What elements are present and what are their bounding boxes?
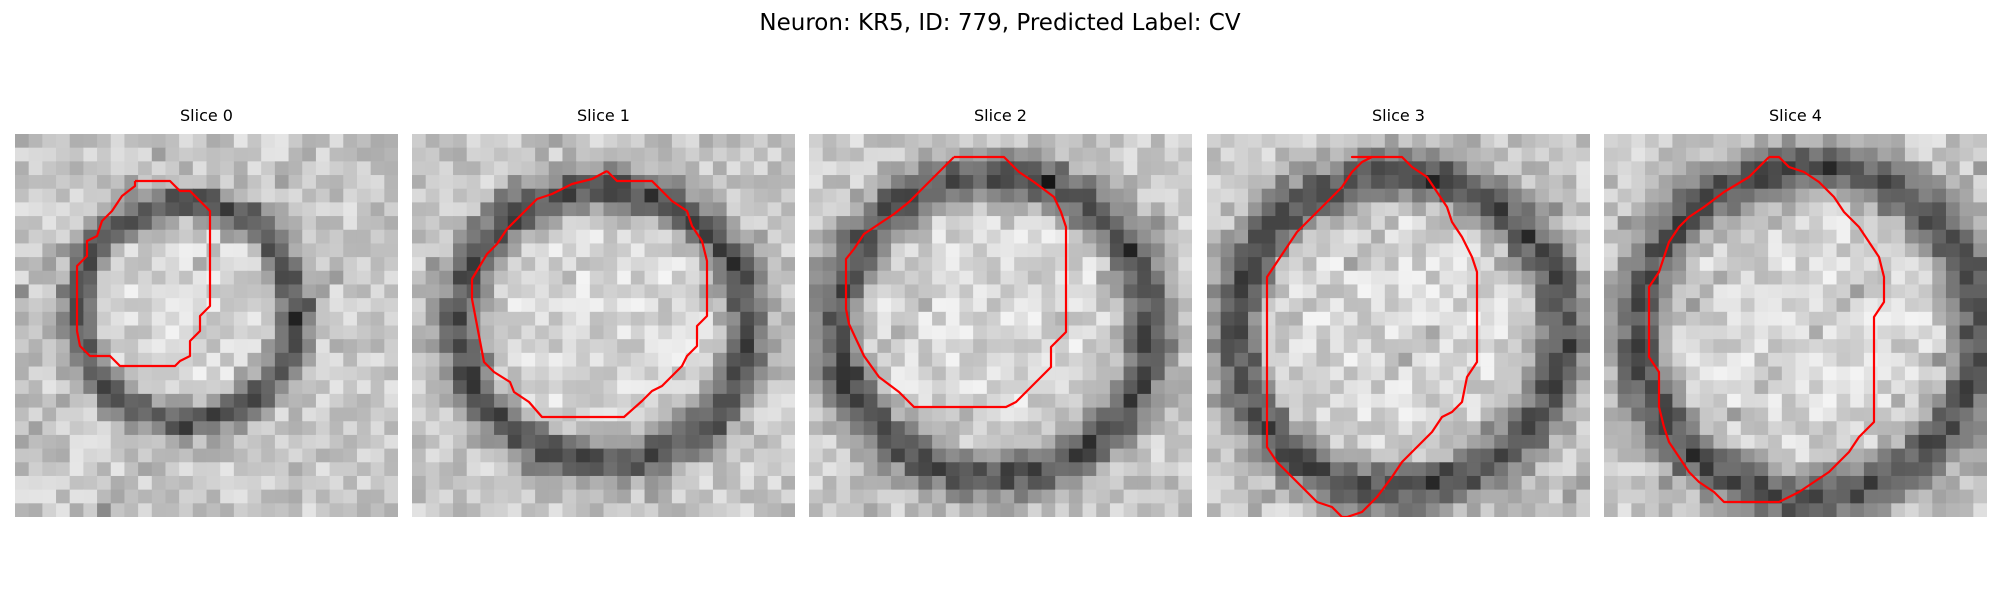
slice-title: Slice 3 <box>1372 106 1425 125</box>
slice-image <box>15 134 398 517</box>
segmentation-contour <box>844 155 1068 409</box>
slice-title: Slice 2 <box>974 106 1027 125</box>
slice-image <box>412 134 795 517</box>
slice-image <box>809 134 1192 517</box>
slice-title: Slice 4 <box>1769 106 1822 125</box>
slice-title: Slice 0 <box>180 106 233 125</box>
segmentation-contour <box>470 170 709 419</box>
segmentation-contour <box>1265 155 1479 517</box>
slice-title: Slice 1 <box>577 106 630 125</box>
figure-title: Neuron: KR5, ID: 779, Predicted Label: C… <box>759 10 1241 36</box>
segmentation-contour <box>1647 155 1886 504</box>
slice-image <box>1207 134 1590 517</box>
segmentation-contour <box>75 179 212 368</box>
slice-image <box>1604 134 1987 517</box>
